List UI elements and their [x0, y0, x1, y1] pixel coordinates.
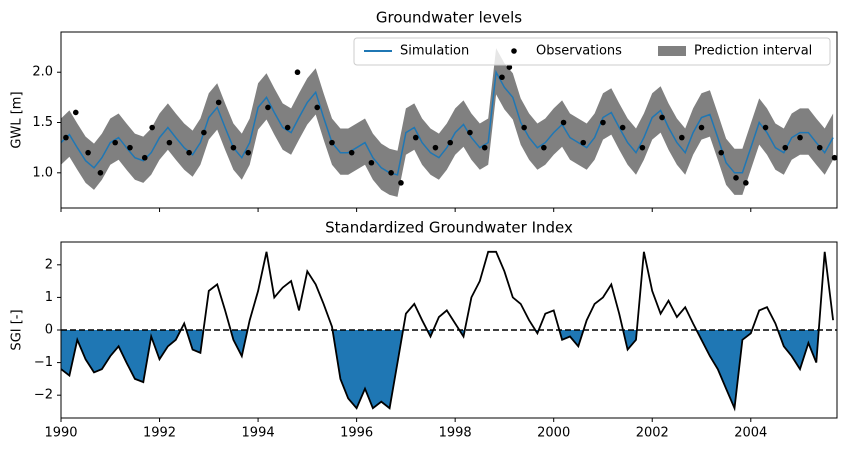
y-tick-label: 2.0	[32, 65, 53, 80]
y-tick-label: 1.0	[32, 165, 53, 180]
observation	[619, 124, 626, 131]
observation	[797, 134, 803, 141]
y-tick-label: 0	[45, 323, 53, 338]
y-tick-label: 1	[45, 290, 53, 305]
observation	[481, 144, 488, 151]
observation	[348, 149, 355, 156]
x-tick-label: 1990	[44, 426, 77, 441]
observation	[762, 124, 769, 131]
x-tick-label: 1994	[242, 426, 275, 441]
observation	[447, 139, 454, 146]
y-axis-label: GWL [m]	[10, 91, 25, 148]
observation	[679, 134, 685, 141]
observation	[284, 124, 291, 131]
observation	[368, 159, 375, 166]
observation	[733, 175, 739, 181]
observation	[294, 69, 301, 76]
observation	[230, 144, 237, 151]
legend-label: Simulation	[400, 44, 469, 59]
observation	[388, 170, 394, 176]
x-tick-label: 1996	[340, 426, 373, 441]
observation	[541, 144, 547, 151]
observation	[186, 149, 192, 156]
y-axis-label: SGI [-]	[10, 309, 25, 350]
legend-swatch	[511, 48, 517, 54]
y-tick-label: 1.5	[32, 115, 53, 130]
axes-title: Groundwater levels	[376, 9, 522, 27]
observation	[718, 149, 725, 156]
observation	[467, 129, 473, 136]
observation	[245, 149, 252, 156]
observation	[166, 139, 173, 146]
observation	[831, 154, 838, 161]
observation	[112, 139, 118, 146]
x-tick-label: 2000	[537, 426, 570, 441]
observation	[201, 129, 207, 136]
x-tick-label: 2002	[636, 426, 669, 441]
observation	[698, 124, 705, 131]
axes-frame	[60, 31, 838, 209]
observation	[659, 114, 665, 121]
observation	[600, 119, 606, 126]
observation	[506, 64, 513, 70]
x-tick-label: 2004	[734, 426, 767, 441]
x-tick-label: 1992	[143, 426, 176, 441]
observation	[215, 99, 222, 106]
observation	[127, 144, 133, 151]
legend: Simulation Observations Prediction interva…	[353, 37, 831, 66]
x-tick-label: 1998	[439, 426, 472, 441]
observation	[432, 144, 439, 151]
observation	[141, 154, 148, 161]
observation	[329, 139, 335, 146]
observation	[72, 109, 79, 116]
observation	[560, 119, 567, 126]
legend-label: Prediction interval	[694, 44, 812, 59]
y-tick-label: 2	[45, 257, 53, 272]
prediction-interval	[61, 48, 834, 197]
legend-swatch	[658, 46, 686, 56]
observation	[97, 170, 104, 176]
y-tick-label: −2	[34, 388, 53, 403]
observation	[816, 144, 823, 151]
sgi-line	[60, 250, 834, 412]
observation	[639, 144, 646, 151]
observation	[782, 144, 789, 151]
legend-frame	[353, 37, 831, 66]
observation	[521, 124, 527, 131]
observation	[499, 74, 505, 81]
observation	[580, 139, 587, 146]
observation	[149, 124, 155, 131]
legend-label: Observations	[536, 44, 622, 59]
axes-title: Standardized Groundwater Index	[325, 219, 573, 237]
observation	[85, 149, 91, 156]
observation	[743, 180, 749, 186]
observation	[63, 134, 69, 141]
observation	[314, 104, 321, 111]
observation	[265, 104, 271, 111]
y-tick-label: −1	[34, 355, 53, 370]
observation	[398, 180, 404, 186]
observation	[412, 134, 419, 141]
sgi-deficit-area	[61, 330, 834, 409]
